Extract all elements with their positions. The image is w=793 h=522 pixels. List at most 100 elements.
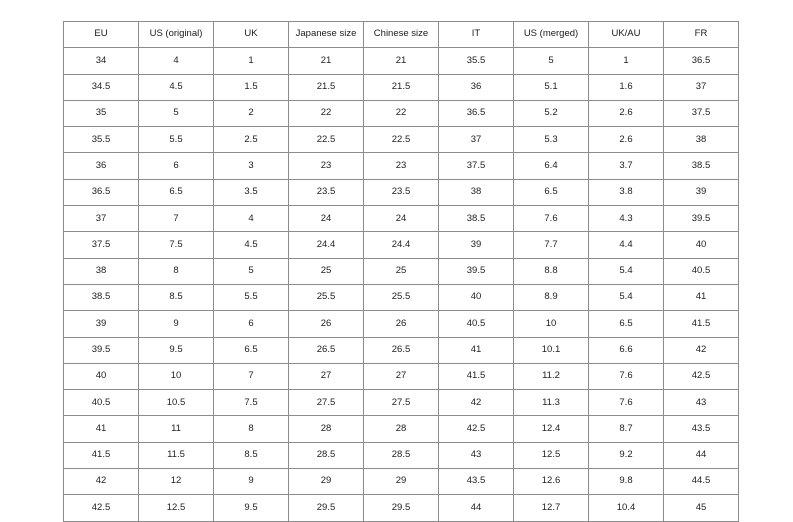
cell-chinese-size: 22.5 [363, 126, 439, 154]
cell-us-merged: 11.3 [513, 389, 589, 417]
table-row: 35 5 2 22 22 36.5 5.2 2.6 37.5 [63, 99, 739, 128]
cell-uk-au: 7.6 [588, 389, 664, 417]
cell-us-original: 8.5 [138, 283, 214, 312]
table-row: 39 9 6 26 26 40.5 10 6.5 41.5 [63, 310, 739, 338]
cell-eu: 40.5 [63, 389, 139, 417]
cell-chinese-size: 24.4 [363, 231, 439, 259]
cell-it: 43 [438, 441, 514, 470]
cell-uk: 4 [213, 205, 289, 233]
cell-it: 38 [438, 178, 514, 207]
table-row: 34.5 4.5 1.5 21.5 21.5 36 5.1 1.6 37 [63, 73, 739, 101]
cell-uk: 6.5 [213, 336, 289, 364]
cell-chinese-size: 28.5 [363, 441, 439, 470]
table-row: 35.5 5.5 2.5 22.5 22.5 37 5.3 2.6 38 [63, 126, 739, 154]
cell-uk: 6 [213, 310, 289, 338]
cell-japanese-size: 28 [288, 415, 364, 443]
cell-japanese-size: 26 [288, 310, 364, 338]
cell-japanese-size: 29.5 [288, 494, 364, 522]
cell-uk-au: 3.8 [588, 178, 664, 207]
table-row: 34 4 1 21 21 35.5 5 1 36.5 [63, 47, 739, 75]
column-header-3: Japanese size [288, 20, 364, 49]
cell-us-merged: 5 [513, 47, 589, 75]
table-row: 40.5 10.5 7.5 27.5 27.5 42 11.3 7.6 43 [63, 389, 739, 417]
cell-uk: 7 [213, 362, 289, 391]
page-canvas: EU US (original) UK Japanese size Chinese si… [63, 20, 739, 522]
cell-uk: 9.5 [213, 494, 289, 522]
table-header: EU US (original) UK Japanese size Chinese si… [63, 20, 739, 49]
cell-us-original: 4 [138, 47, 214, 75]
cell-japanese-size: 25.5 [288, 283, 364, 312]
cell-us-merged: 12.7 [513, 494, 589, 522]
cell-it: 37.5 [438, 152, 514, 180]
table-row: 37 7 4 24 24 38.5 7.6 4.3 39.5 [63, 205, 739, 233]
cell-uk-au: 9.8 [588, 468, 664, 496]
cell-it: 43.5 [438, 468, 514, 496]
cell-japanese-size: 23 [288, 152, 364, 180]
cell-chinese-size: 29.5 [363, 494, 439, 522]
cell-japanese-size: 21 [288, 47, 364, 75]
cell-uk: 4.5 [213, 231, 289, 259]
cell-us-merged: 6.4 [513, 152, 589, 180]
cell-japanese-size: 27.5 [288, 389, 364, 417]
cell-eu: 34 [63, 47, 139, 75]
cell-uk-au: 6.5 [588, 310, 664, 338]
cell-uk-au: 9.2 [588, 441, 664, 470]
table-row: 42 12 9 29 29 43.5 12.6 9.8 44.5 [63, 468, 739, 496]
cell-chinese-size: 25.5 [363, 283, 439, 312]
cell-japanese-size: 23.5 [288, 178, 364, 207]
cell-chinese-size: 24 [363, 205, 439, 233]
cell-us-original: 9.5 [138, 336, 214, 364]
cell-japanese-size: 24 [288, 205, 364, 233]
cell-uk: 2 [213, 99, 289, 128]
cell-uk: 7.5 [213, 389, 289, 417]
cell-chinese-size: 26 [363, 310, 439, 338]
cell-eu: 35 [63, 99, 139, 128]
cell-chinese-size: 27.5 [363, 389, 439, 417]
cell-uk-au: 5.4 [588, 257, 664, 285]
cell-fr: 41 [663, 283, 739, 312]
cell-it: 39 [438, 231, 514, 259]
cell-fr: 42 [663, 336, 739, 364]
cell-uk-au: 2.6 [588, 99, 664, 128]
table-row: 36 6 3 23 23 37.5 6.4 3.7 38.5 [63, 152, 739, 180]
table-row: 38.5 8.5 5.5 25.5 25.5 40 8.9 5.4 41 [63, 283, 739, 312]
column-header-2: UK [213, 20, 289, 49]
cell-us-original: 12.5 [138, 494, 214, 522]
cell-eu: 36 [63, 152, 139, 180]
cell-eu: 37.5 [63, 231, 139, 259]
cell-chinese-size: 21.5 [363, 73, 439, 101]
cell-chinese-size: 29 [363, 468, 439, 496]
cell-us-merged: 12.5 [513, 441, 589, 470]
table-row: 41.5 11.5 8.5 28.5 28.5 43 12.5 9.2 44 [63, 441, 739, 470]
cell-chinese-size: 23 [363, 152, 439, 180]
cell-chinese-size: 26.5 [363, 336, 439, 364]
cell-chinese-size: 25 [363, 257, 439, 285]
cell-uk-au: 7.6 [588, 362, 664, 391]
cell-uk-au: 10.4 [588, 494, 664, 522]
cell-eu: 35.5 [63, 126, 139, 154]
cell-us-merged: 5.2 [513, 99, 589, 128]
size-conversion-table: EU US (original) UK Japanese size Chinese si… [63, 20, 739, 522]
column-header-0: EU [63, 20, 139, 49]
cell-uk: 5.5 [213, 283, 289, 312]
cell-us-original: 9 [138, 310, 214, 338]
cell-us-original: 12 [138, 468, 214, 496]
cell-japanese-size: 22 [288, 99, 364, 128]
cell-japanese-size: 26.5 [288, 336, 364, 364]
cell-uk: 2.5 [213, 126, 289, 154]
cell-uk-au: 2.6 [588, 126, 664, 154]
cell-it: 35.5 [438, 47, 514, 75]
cell-chinese-size: 21 [363, 47, 439, 75]
cell-fr: 44.5 [663, 468, 739, 496]
cell-us-original: 7 [138, 205, 214, 233]
cell-eu: 36.5 [63, 178, 139, 207]
cell-fr: 39 [663, 178, 739, 207]
cell-it: 40.5 [438, 310, 514, 338]
column-header-7: UK/AU [588, 20, 664, 49]
cell-japanese-size: 21.5 [288, 73, 364, 101]
cell-it: 39.5 [438, 257, 514, 285]
cell-fr: 40 [663, 231, 739, 259]
cell-eu: 42.5 [63, 494, 139, 522]
table-row: 41 11 8 28 28 42.5 12.4 8.7 43.5 [63, 415, 739, 443]
cell-eu: 37 [63, 205, 139, 233]
